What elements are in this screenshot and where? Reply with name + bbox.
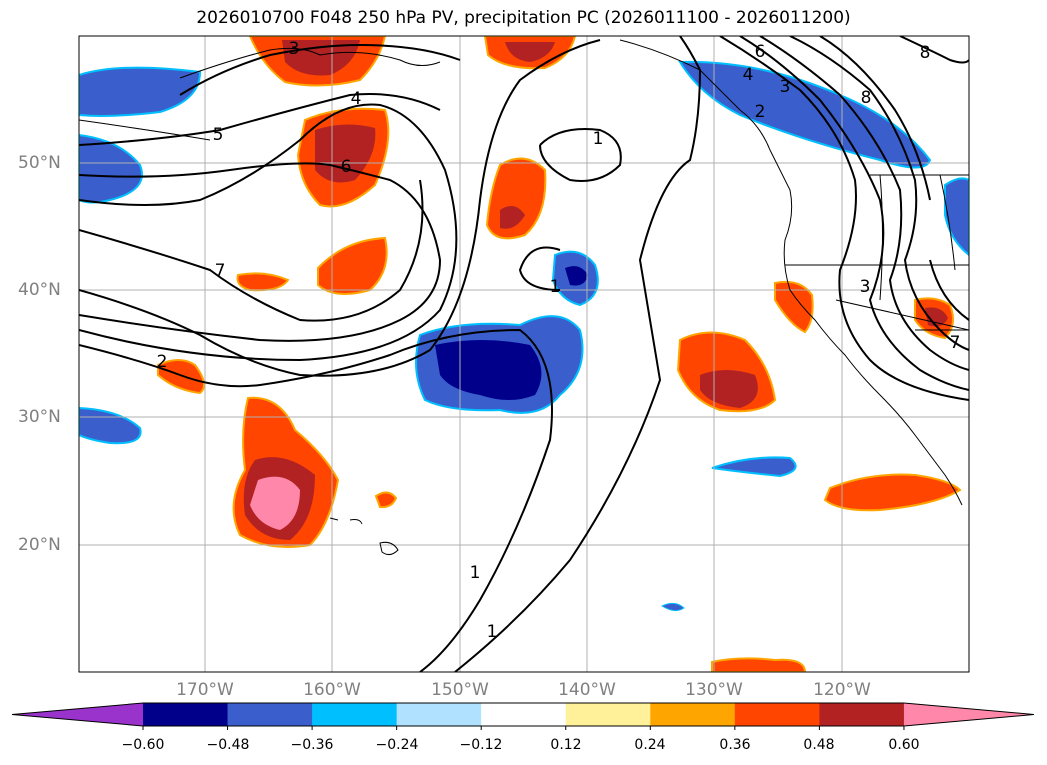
contour-label: 4 xyxy=(351,89,362,109)
contour-labels: 3 4 5 6 7 2 1 1 1 1 6 4 3 2 8 8 3 7 xyxy=(157,39,961,642)
contour-label: 3 xyxy=(780,77,791,97)
precip-shading xyxy=(79,36,969,672)
colorbar-tick-label: 0.12 xyxy=(550,737,582,753)
contour-label: 8 xyxy=(920,43,931,63)
pos-anomaly-southwest-peak xyxy=(250,476,300,530)
map-title: 2026010700 F048 250 hPa PV, precipitatio… xyxy=(196,8,851,28)
colorbar-tick-label: 0.60 xyxy=(888,737,920,753)
colorbar-tick-label: 0.24 xyxy=(634,737,666,753)
colorbar-segment xyxy=(227,703,313,726)
colorbar-tick-label: −0.12 xyxy=(459,737,503,753)
contour-label: 5 xyxy=(213,125,224,145)
pos-anomaly-south-east xyxy=(823,473,962,512)
neg-anomaly-nw xyxy=(79,66,202,117)
lat-label-50n: 50°N xyxy=(18,153,61,173)
colorbar-tick-label: −0.36 xyxy=(290,737,334,753)
colorbar-tick-label: 0.48 xyxy=(803,737,835,753)
neg-anomaly-dot xyxy=(660,602,685,612)
colorbar-tick-label: −0.60 xyxy=(121,737,165,753)
pos-anomaly-west-small xyxy=(317,236,388,295)
colorbar-tick-label: −0.24 xyxy=(375,737,419,753)
colorbar-extend-max xyxy=(903,703,1034,726)
lon-label-130w: 130°W xyxy=(685,680,743,700)
contour-label: 8 xyxy=(861,88,872,108)
contour-label: 4 xyxy=(743,65,754,85)
colorbar-segment xyxy=(565,703,651,726)
contour-label: 1 xyxy=(487,622,498,642)
pos-anomaly-tiny-2 xyxy=(157,359,205,395)
pos-anomaly-coast xyxy=(774,280,814,334)
colorbar-segment xyxy=(312,703,398,726)
map-plot-area: 3 4 5 6 7 2 1 1 1 1 6 4 3 2 8 8 3 7 xyxy=(79,36,969,672)
neg-anomaly-se xyxy=(711,456,797,478)
contour-label: 6 xyxy=(755,42,766,62)
lon-label-140w: 140°W xyxy=(558,680,616,700)
neg-anomaly-coast xyxy=(678,60,932,169)
colorbar-segment xyxy=(650,703,736,726)
pos-anomaly-bottom xyxy=(711,657,807,672)
contour-label: 7 xyxy=(950,333,961,353)
pv-contours xyxy=(79,36,969,672)
neg-anomaly-east-edge xyxy=(944,177,969,257)
colorbar-segment xyxy=(396,703,482,726)
contour-label: 7 xyxy=(215,261,226,281)
lon-label-160w: 160°W xyxy=(303,680,361,700)
pos-anomaly-mid-core xyxy=(500,206,525,229)
colorbar-segment xyxy=(734,703,820,726)
contour-label: 1 xyxy=(470,563,481,583)
colorbar xyxy=(11,702,1035,730)
graticule xyxy=(79,36,969,672)
lon-label-150w: 150°W xyxy=(431,680,489,700)
contour-label: 2 xyxy=(755,102,766,122)
lon-label-170w: 170°W xyxy=(176,680,234,700)
contour-label: 3 xyxy=(289,39,300,59)
coastlines xyxy=(79,39,969,556)
lat-label-40n: 40°N xyxy=(18,280,61,300)
map-frame xyxy=(78,35,970,673)
pos-anomaly-6-core xyxy=(315,124,376,183)
lat-label-20n: 20°N xyxy=(18,535,61,555)
contour-label: 3 xyxy=(860,277,871,297)
lon-label-120w: 120°W xyxy=(813,680,871,700)
pos-anomaly-tiny-3 xyxy=(374,491,398,509)
colorbar-segment xyxy=(819,703,905,726)
colorbar-segment xyxy=(143,703,229,726)
contour-label: 1 xyxy=(593,129,604,149)
colorbar-segment xyxy=(481,703,567,726)
colorbar-extend-min xyxy=(12,703,143,726)
colorbar-tick-label: −0.48 xyxy=(206,737,250,753)
contour-label: 6 xyxy=(341,157,352,177)
contour-label: 2 xyxy=(157,352,168,372)
pos-anomaly-north-2-core xyxy=(505,42,555,62)
lat-label-30n: 30°N xyxy=(18,407,61,427)
neg-anomaly-small-core xyxy=(565,266,588,286)
contour-label: 1 xyxy=(550,277,561,297)
colorbar-tick-label: 0.36 xyxy=(719,737,751,753)
pos-anomaly-tiny-1 xyxy=(236,272,290,292)
neg-anomaly-central-core xyxy=(435,340,542,400)
